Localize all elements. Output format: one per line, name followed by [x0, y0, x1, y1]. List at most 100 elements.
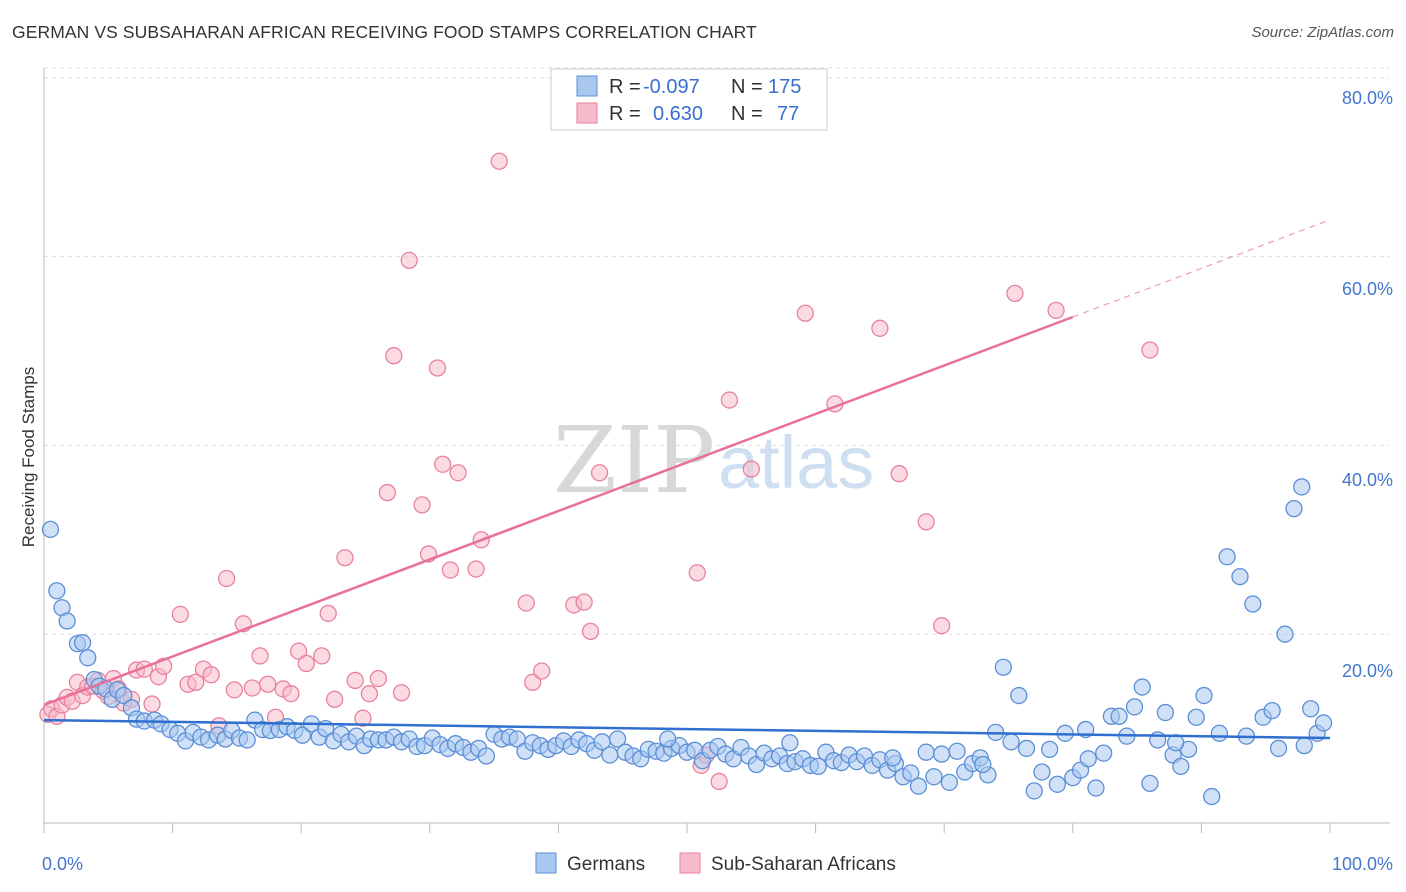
germans-point — [1095, 744, 1113, 762]
sub-saharan-point — [533, 662, 551, 680]
sub-saharan-point — [313, 647, 331, 665]
germans-point — [1314, 714, 1333, 732]
sub-saharan-point — [917, 513, 935, 531]
sub-saharan-point — [590, 464, 609, 482]
germans-point — [1285, 499, 1303, 518]
germans-points — [41, 478, 1333, 806]
legend-r-value: -0.097 — [643, 76, 700, 98]
gridlines — [44, 67, 1390, 635]
y-tick-label: 20.0% — [1342, 661, 1393, 681]
sub-saharan-point — [490, 152, 508, 170]
sub-saharan-point — [187, 673, 205, 691]
germans-point — [781, 734, 799, 752]
sub-saharan-point — [890, 465, 908, 483]
germans-point — [1010, 686, 1028, 705]
bottom-legend: Germans Sub-Saharan Africans — [535, 852, 896, 875]
watermark-atlas: atlas — [718, 421, 874, 504]
sub-saharan-point — [517, 594, 535, 612]
germans-point — [601, 746, 619, 764]
sub-saharan-point — [143, 695, 161, 713]
legend-n-value: 175 — [768, 76, 801, 98]
sub-saharan-point — [932, 617, 951, 635]
sub-saharan-point — [720, 391, 739, 409]
germans-point — [948, 742, 966, 760]
sub-saharan-point — [325, 690, 344, 708]
germans-point — [477, 747, 496, 765]
germans-point — [940, 773, 958, 792]
germans-point — [917, 743, 935, 761]
germans-point — [1195, 686, 1213, 705]
watermark: ZIP atlas — [553, 407, 874, 514]
sub-saharan-point — [251, 647, 269, 665]
germans-point — [1033, 763, 1051, 781]
germans-point — [1203, 787, 1221, 806]
sub-saharan-point — [259, 675, 277, 693]
germans-point — [1002, 733, 1020, 751]
sub-saharan-point — [441, 561, 460, 579]
germans-point — [1141, 774, 1159, 792]
sub-saharan-point — [1047, 301, 1065, 320]
germans-point — [1048, 775, 1067, 793]
legend-box: R = -0.097 N = 175 R = 0.630 N = 77 — [550, 68, 828, 131]
sub-saharan-point — [385, 347, 403, 365]
bottom-legend-swatch-germans — [535, 852, 557, 874]
axes — [43, 68, 1390, 824]
x-tick-label-max: 100.0% — [1332, 854, 1393, 874]
sub-saharan-point — [434, 455, 452, 473]
germans-point — [238, 731, 256, 749]
sub-saharan-point — [392, 684, 411, 702]
germans-point — [1218, 548, 1236, 566]
y-axis-label: Receiving Food Stamps — [19, 367, 38, 547]
germans-point — [1276, 625, 1294, 643]
source-label: Source: ZipAtlas.com — [1251, 24, 1394, 41]
sub-saharan-point — [202, 666, 220, 684]
sub-saharan-point — [742, 460, 760, 478]
sub-saharan-point — [319, 604, 337, 623]
sub-saharan-point — [428, 359, 447, 377]
legend-r-value: 0.630 — [653, 103, 703, 125]
sub-saharan-point — [581, 622, 600, 641]
sub-saharan-point — [871, 319, 889, 337]
germans-point — [974, 755, 992, 774]
germans-point — [48, 582, 66, 600]
sub-saharan-point — [1006, 284, 1024, 303]
sub-saharan-point — [467, 560, 485, 578]
sub-saharan-point — [524, 673, 542, 691]
germans-point — [1156, 703, 1175, 722]
x-tick-label-min: 0.0% — [42, 854, 83, 874]
sub-saharan-point — [171, 605, 189, 624]
sub-saharan-point — [369, 669, 388, 688]
legend-swatch-germans — [576, 75, 598, 97]
sub-saharan-point — [225, 681, 243, 699]
germans-point — [1244, 595, 1262, 613]
y-tick-label: 40.0% — [1342, 470, 1393, 490]
germans-point — [909, 777, 928, 795]
sub-saharan-point — [796, 304, 814, 322]
germans-point — [1293, 478, 1311, 496]
sub-saharan-point — [297, 654, 315, 673]
germans-point — [73, 634, 92, 652]
germans-point — [925, 768, 943, 786]
y-tick-label: 80.0% — [1342, 88, 1393, 108]
germans-point — [1172, 757, 1190, 776]
germans-point — [1133, 678, 1151, 696]
germans-point — [1231, 567, 1249, 586]
sub-saharan-point — [449, 464, 467, 482]
germans-point — [79, 649, 97, 667]
sub-saharan-points — [39, 152, 1159, 791]
y-tick-labels: 20.0% 40.0% 60.0% 80.0% — [1342, 88, 1393, 681]
sub-saharan-point — [282, 685, 300, 703]
germans-point — [1295, 736, 1313, 755]
legend-n-label: N = — [731, 76, 763, 98]
chart-title: GERMAN VS SUBSAHARAN AFRICAN RECEIVING F… — [12, 22, 757, 42]
sub-saharan-point — [575, 593, 593, 611]
germans-point — [932, 745, 951, 763]
germans-point — [293, 726, 312, 744]
germans-point — [115, 686, 133, 705]
germans-point — [1110, 707, 1128, 725]
germans-point — [884, 749, 902, 767]
germans-point — [809, 757, 827, 776]
y-tick-label: 60.0% — [1342, 279, 1393, 299]
sub-saharan-point — [710, 772, 728, 791]
